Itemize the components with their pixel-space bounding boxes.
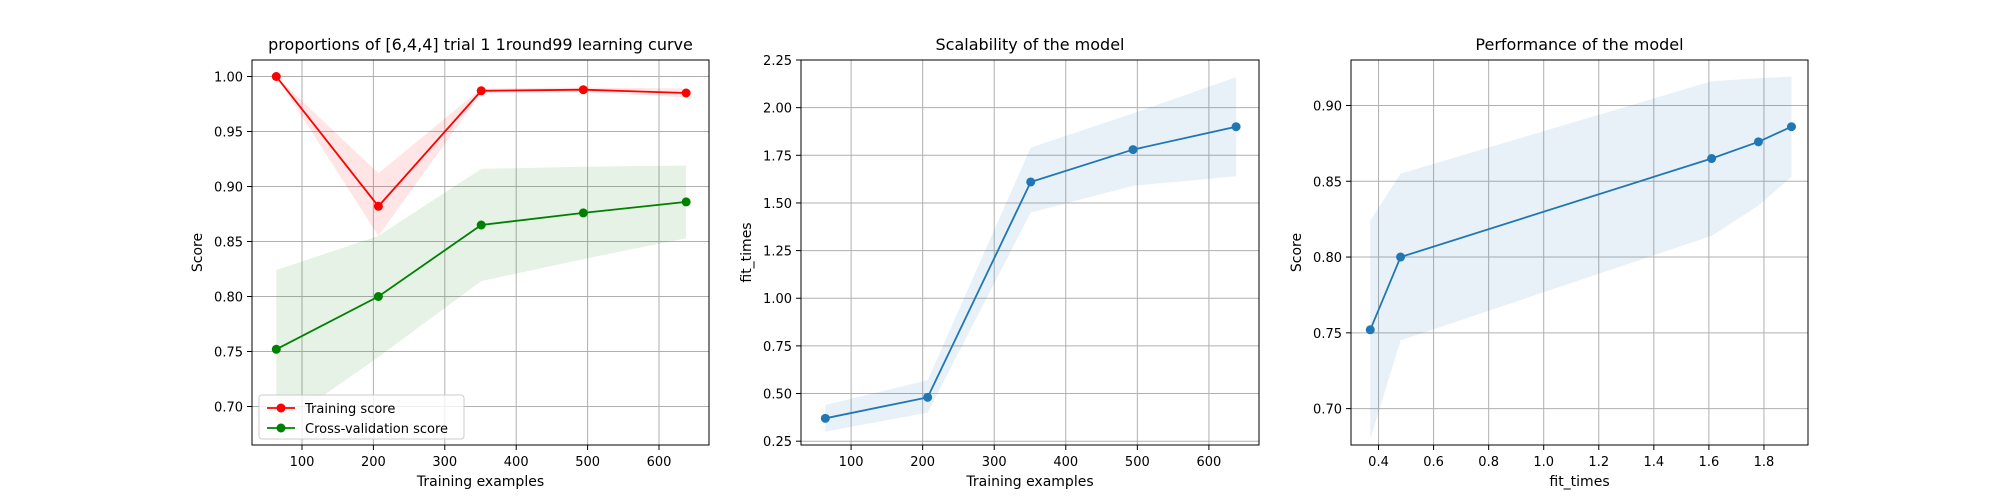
y-tick-label: 0.70 [1313, 403, 1342, 418]
data-point [1396, 252, 1406, 262]
learning-curve-panel: proportions of [6,4,4] trial 1 1round99 … [190, 35, 710, 490]
x-tick-label: 1.4 [1643, 455, 1664, 470]
y-tick-label: 0.75 [214, 346, 243, 361]
y-tick-label: 0.85 [214, 236, 243, 251]
x-axis-label: fit_times [1549, 474, 1609, 490]
x-tick-label: 500 [1125, 455, 1150, 470]
x-tick-label: 300 [982, 455, 1007, 470]
grid [252, 60, 709, 445]
y-tick-label: 0.90 [1313, 99, 1342, 114]
axes-frame [800, 59, 1260, 446]
axes-frame [1350, 59, 1809, 446]
data-point [1128, 145, 1138, 155]
performance-panel: Performance of the model fit_times Score… [1289, 35, 1809, 490]
y-tick-label: 2.00 [763, 102, 792, 117]
chart-title: proportions of [6,4,4] trial 1 1round99 … [268, 35, 693, 54]
data-point [1231, 122, 1241, 132]
scalability-panel: Scalability of the model Training exampl… [739, 35, 1260, 490]
y-tick-label: 0.95 [214, 126, 243, 141]
y-tick-label: 0.80 [1313, 251, 1342, 266]
x-tick-label: 100 [290, 455, 315, 470]
legend-marker-cross-validation [276, 423, 286, 433]
grid [1351, 60, 1808, 445]
legend-frame [258, 394, 465, 440]
data-point [373, 292, 383, 301]
x-tick-label: 1.6 [1699, 455, 1720, 470]
data-point [373, 201, 383, 211]
x-tick-label: 0.6 [1423, 455, 1444, 470]
x-tick-label: 1.2 [1588, 455, 1609, 470]
y-tick-label: 0.75 [1313, 327, 1342, 342]
y-axis-label: Score [190, 233, 206, 272]
x-tick-label: 1.0 [1533, 455, 1554, 470]
data-point [1786, 122, 1796, 132]
y-axis-label: fit_times [739, 222, 755, 282]
x-tick-label: 0.4 [1368, 455, 1389, 470]
x-tick-label: 400 [504, 455, 529, 470]
data-point [271, 72, 281, 81]
x-axis-label: Training examples [416, 474, 544, 490]
y-tick-label: 0.85 [1313, 175, 1342, 190]
y-tick-label: 0.90 [214, 181, 243, 196]
x-tick-label: 600 [647, 455, 672, 470]
x-tick-label: 300 [432, 455, 457, 470]
data-point [578, 85, 588, 95]
chart-title: Scalability of the model [936, 35, 1125, 54]
data-point [820, 413, 830, 423]
data-point [681, 88, 691, 98]
confidence-band [825, 77, 1237, 432]
x-tick-label: 100 [839, 455, 864, 470]
x-axis-label: Training examples [965, 474, 1093, 490]
x-tick-label: 0.8 [1478, 455, 1499, 470]
x-tick-label: 200 [910, 455, 935, 470]
x-tick-label: 1.8 [1754, 455, 1775, 470]
y-tick-label: 0.25 [763, 435, 792, 450]
chart-title: Performance of the model [1475, 35, 1683, 54]
data-point [476, 86, 486, 96]
y-tick-label: 1.00 [214, 71, 243, 86]
legend-marker-training [276, 403, 286, 413]
confidence-band [276, 76, 687, 236]
x-tick-label: 200 [361, 455, 386, 470]
legend-label-cross-validation: Cross-validation score [305, 422, 448, 437]
y-tick-label: 0.80 [214, 291, 243, 306]
x-tick-label: 600 [1196, 455, 1221, 470]
confidence-band [276, 165, 687, 429]
legend: Training score Cross-validation score [258, 394, 465, 440]
data-point [681, 197, 691, 207]
data-point [578, 208, 588, 218]
data-point [1707, 154, 1717, 164]
data-point [923, 392, 933, 402]
data-point [271, 344, 281, 354]
x-tick-label: 500 [575, 455, 600, 470]
y-tick-label: 1.50 [763, 197, 792, 212]
data-point [1026, 177, 1036, 187]
y-tick-label: 0.70 [214, 401, 243, 416]
y-tick-label: 2.25 [763, 54, 792, 69]
y-axis-label: Score [1289, 233, 1305, 272]
grid [801, 59, 1259, 445]
y-tick-label: 1.00 [763, 292, 792, 307]
axes-frame [251, 59, 710, 446]
y-tick-label: 0.75 [763, 340, 792, 355]
data-point [1753, 137, 1763, 147]
data-point [476, 220, 486, 230]
y-tick-label: 1.25 [763, 245, 792, 260]
x-tick-label: 400 [1053, 455, 1078, 470]
y-tick-label: 0.50 [763, 388, 792, 403]
data-point [1365, 325, 1375, 335]
legend-label-training: Training score [304, 402, 395, 417]
y-tick-label: 1.75 [763, 149, 792, 164]
